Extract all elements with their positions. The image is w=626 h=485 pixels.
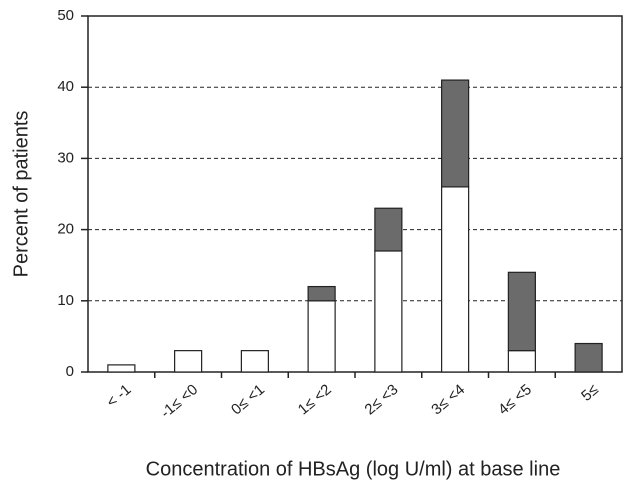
bar-segment xyxy=(107,364,136,373)
bar-segment xyxy=(374,250,403,373)
x-tick-label: 2≤ <3 xyxy=(362,381,402,418)
bar-segment xyxy=(374,207,403,252)
bar-segment xyxy=(507,350,536,373)
bar-segment xyxy=(307,285,336,302)
plot-frame xyxy=(87,15,623,373)
x-tick-label: < -1 xyxy=(103,381,134,411)
y-axis-title: Percent of patients xyxy=(10,111,32,278)
x-tick-label: -1≤ <0 xyxy=(157,381,201,422)
bar-segment xyxy=(174,350,203,373)
x-tick-label: 4≤ <5 xyxy=(495,381,535,418)
bar-segment xyxy=(441,186,470,373)
x-tick-label: 3≤ <4 xyxy=(428,381,468,418)
bar-segment xyxy=(240,350,269,373)
y-tick-label: 0 xyxy=(66,363,74,380)
x-tick-label: 1≤ <2 xyxy=(295,381,335,418)
y-tick-label: 10 xyxy=(57,292,74,309)
y-tick-label: 30 xyxy=(57,149,74,166)
y-tick-label: 20 xyxy=(57,221,74,238)
y-tick-label: 50 xyxy=(57,7,74,24)
y-tick-label: 40 xyxy=(57,78,74,95)
x-tick-label: 5≤ xyxy=(578,381,602,405)
bar-segment xyxy=(307,300,336,373)
x-axis-title: Concentration of HBsAg (log U/ml) at bas… xyxy=(146,458,561,480)
bar-segment xyxy=(574,342,603,373)
bar-segment xyxy=(441,79,470,188)
bar-segment xyxy=(507,271,536,352)
x-tick-label: 0≤ <1 xyxy=(228,381,268,418)
